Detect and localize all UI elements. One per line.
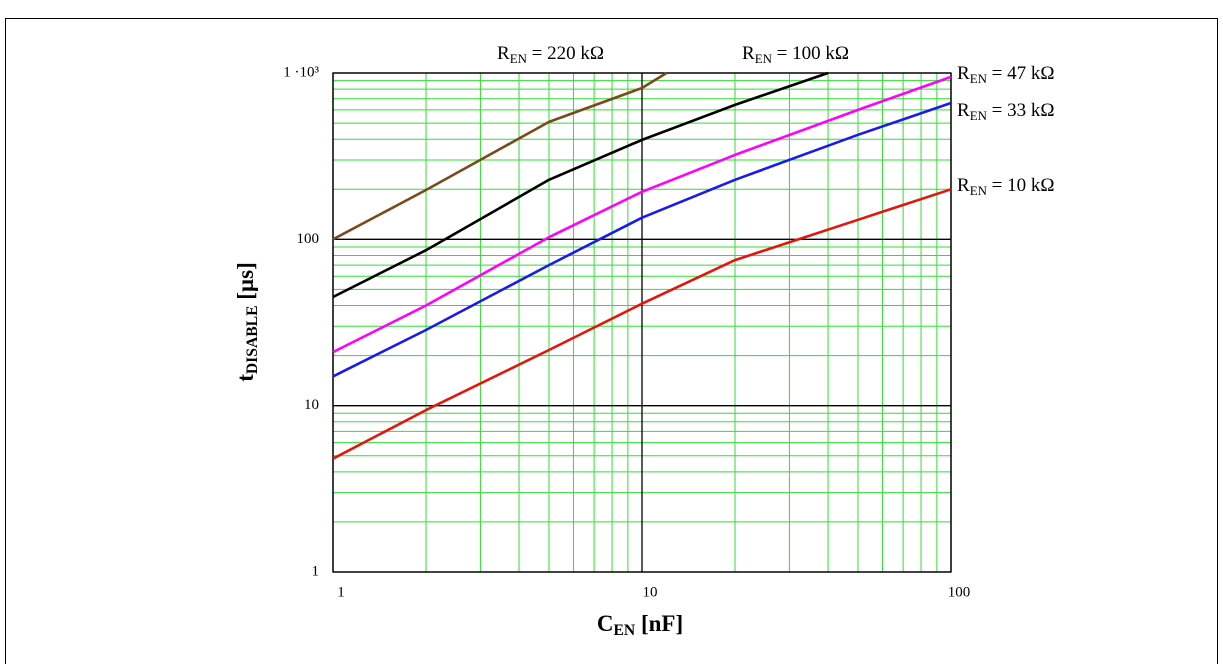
frame	[5, 18, 1218, 664]
series-line	[332, 188, 952, 460]
x-tick-label: 1	[337, 584, 345, 600]
series-line	[332, 71, 668, 241]
x-tick-label: 10	[643, 584, 658, 600]
y-tick-label: 10	[304, 397, 319, 413]
x-tick-label: 100	[948, 584, 971, 600]
y-tick-label: 100	[297, 231, 320, 247]
y-tick-label: 1	[312, 563, 320, 579]
series-label: REN = 100 kΩ	[742, 43, 849, 66]
series-label: REN = 47 kΩ	[957, 63, 1055, 86]
series-line	[332, 71, 829, 299]
series-label: REN = 10 kΩ	[957, 175, 1055, 198]
series-label: REN = 220 kΩ	[497, 43, 604, 66]
y-tick-label: 1 ·10³	[283, 64, 319, 80]
series-line	[332, 75, 952, 354]
series-label: REN = 33 kΩ	[957, 100, 1055, 123]
plot-border	[332, 72, 952, 573]
series-line	[332, 101, 952, 378]
y-axis-label: tDISABLE [µs]	[233, 262, 260, 382]
x-axis-label: CEN [nF]	[597, 611, 683, 638]
